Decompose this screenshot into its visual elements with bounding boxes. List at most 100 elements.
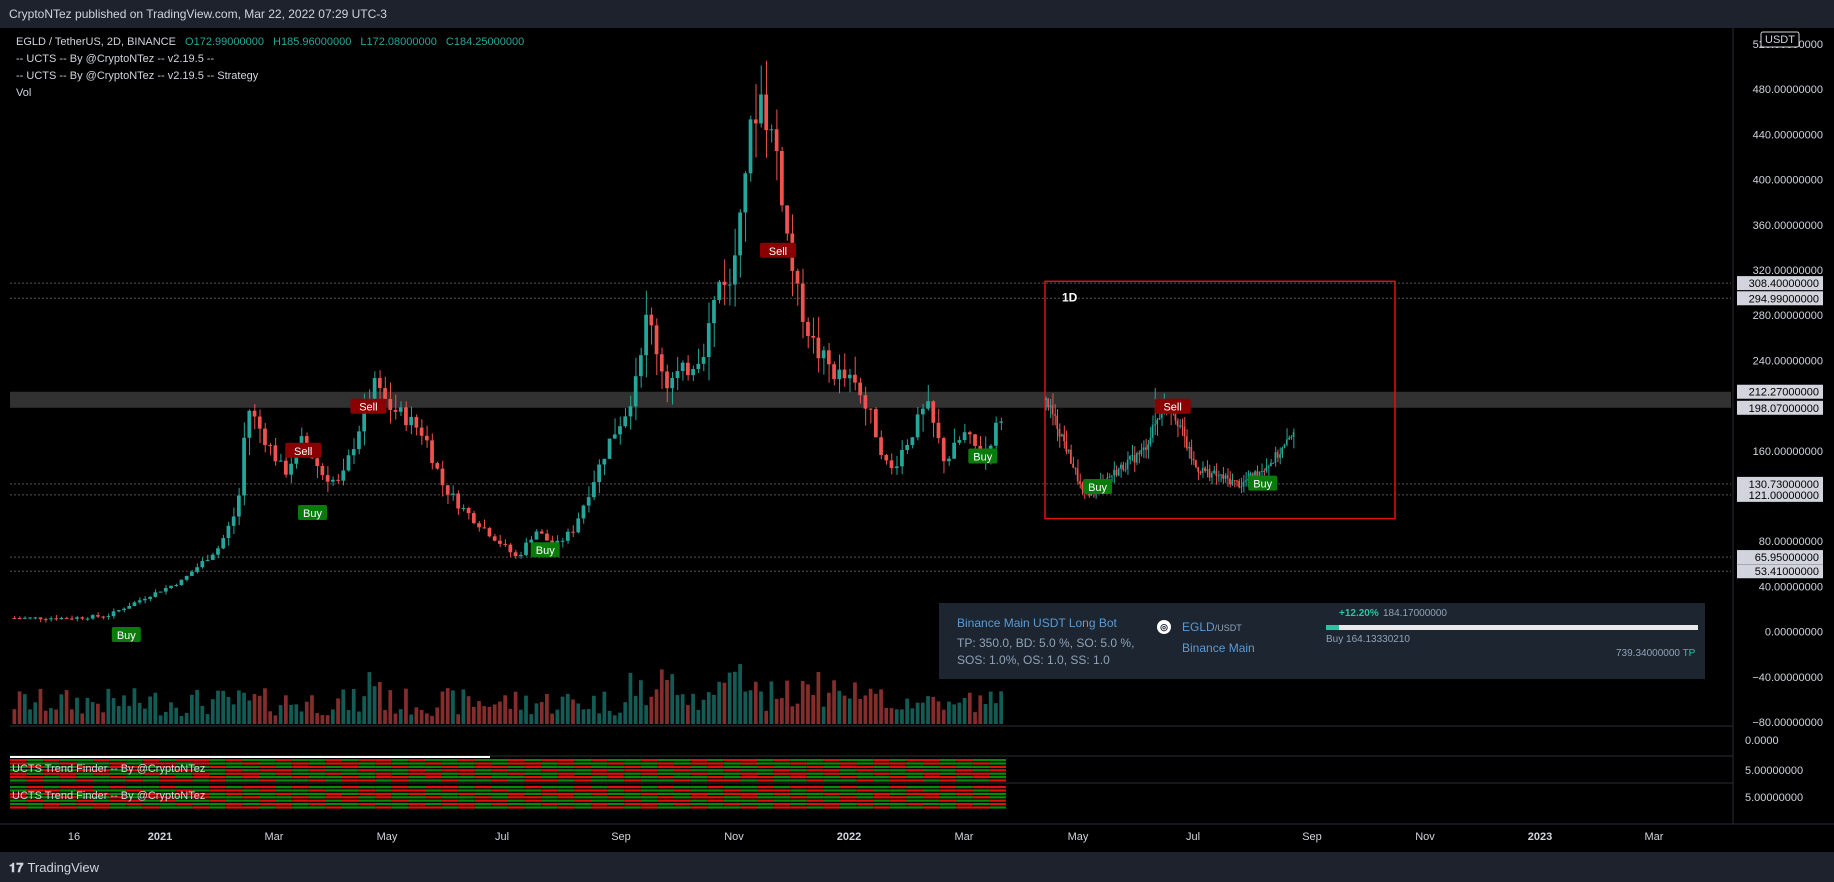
trend-cell — [674, 786, 691, 789]
trend-cell — [491, 789, 508, 792]
trend-cell — [508, 792, 525, 795]
indicator-3[interactable]: Vol — [16, 87, 32, 99]
inset-candle-body — [1183, 426, 1186, 437]
sell-signal-bg — [759, 242, 796, 258]
trend-cell — [674, 765, 691, 768]
volume-bar — [967, 692, 972, 724]
trend-cell — [840, 806, 857, 809]
inset-candle-body — [1206, 469, 1209, 471]
trend-cell — [723, 759, 741, 762]
trend-cell — [557, 776, 575, 779]
trend-cell — [425, 762, 442, 765]
trend-cell — [873, 769, 890, 772]
candle-body — [80, 617, 85, 619]
price-badge-bg — [1737, 487, 1823, 502]
trend-cell — [458, 806, 475, 809]
inset-candle-body — [1201, 467, 1204, 474]
trend-cell — [541, 806, 558, 809]
trend-cell — [126, 792, 143, 795]
trend-cell — [956, 806, 973, 809]
candle-body — [759, 94, 763, 124]
trend-cell — [342, 772, 359, 775]
trend-cell — [591, 803, 608, 806]
candle-body — [304, 436, 309, 447]
trend-cell — [209, 786, 226, 789]
trend-cell — [458, 772, 475, 775]
trend-cell — [342, 776, 359, 779]
candle-body — [424, 435, 429, 441]
indicator-2[interactable]: -- UCTS -- By @CryptoNTez -- v2.19.5 -- … — [16, 70, 259, 82]
trend-cell — [425, 769, 442, 772]
candle-body — [957, 440, 962, 443]
price-chart[interactable]: 520.00000000480.00000000440.00000000400.… — [0, 28, 1834, 852]
trend-cell — [773, 776, 791, 779]
volume-bar — [602, 691, 607, 724]
trend-cell — [76, 792, 93, 795]
candle-body — [127, 606, 132, 609]
trend-cell — [275, 792, 293, 795]
candle-body — [680, 362, 685, 372]
candle-body — [560, 540, 565, 542]
trend-cell — [259, 799, 276, 802]
trend-cell — [757, 776, 774, 779]
indicator-1[interactable]: -- UCTS -- By @CryptoNTez -- v2.19.5 -- — [16, 53, 215, 65]
trend-cell — [109, 806, 127, 809]
trend-cell — [441, 769, 459, 772]
trend-cell — [640, 799, 658, 802]
volume-bar — [325, 715, 330, 724]
trend-cell — [723, 779, 741, 782]
trend-cell — [607, 765, 625, 768]
inset-candle-body — [1072, 463, 1074, 468]
candle-body — [988, 445, 993, 451]
volume-bar — [565, 693, 570, 724]
inset-buy-signal-bg — [1083, 478, 1113, 494]
trend-cell — [375, 799, 392, 802]
candle-body — [283, 460, 288, 475]
inset-candle-body — [1213, 470, 1215, 473]
trend-cell — [790, 769, 807, 772]
inset-candle-body — [1199, 471, 1202, 474]
candle-body — [357, 431, 361, 450]
trend-cell — [93, 765, 110, 768]
volume-bar — [639, 680, 643, 724]
symbol-line[interactable]: EGLD / TetherUS, 2D, BINANCE O172.990000… — [16, 34, 524, 51]
candle-body — [330, 479, 335, 482]
trend-cell — [109, 772, 127, 775]
trend-cell — [790, 779, 807, 782]
trend-cell — [10, 806, 27, 809]
trend-cell — [889, 796, 907, 799]
candle-body — [190, 571, 194, 576]
volume-bar — [873, 693, 878, 724]
candle-body — [618, 426, 622, 435]
trend-cell — [358, 776, 376, 779]
candle-body — [764, 94, 769, 131]
candle-body — [952, 442, 957, 459]
tradingview-logo[interactable]: 𝟏𝟕 TradingView — [9, 860, 99, 876]
trend-cell — [209, 759, 226, 762]
trend-cell — [375, 769, 392, 772]
trend-cell — [76, 779, 93, 782]
trend-cell — [159, 792, 176, 795]
trend-cell — [408, 799, 425, 802]
trend-cell — [425, 803, 442, 806]
bot-panel[interactable]: Binance Main USDT Long Bot TP: 350.0, BD… — [939, 603, 1705, 679]
volume-bar — [456, 714, 461, 724]
inset-candle-body — [1160, 413, 1163, 418]
trend-cell — [43, 762, 60, 765]
trend-cell — [391, 796, 409, 799]
trend-cell — [26, 769, 44, 772]
candle-body — [143, 598, 147, 601]
trend-cell — [408, 776, 425, 779]
candle-body — [440, 468, 445, 486]
volume-bar — [351, 688, 356, 724]
trend-cell — [59, 803, 77, 806]
trend-cell — [723, 772, 741, 775]
volume-bar — [38, 688, 43, 724]
candle-body — [111, 611, 116, 617]
trend-cell — [906, 806, 923, 809]
trend-cell — [557, 772, 575, 775]
candle-body — [461, 507, 466, 509]
volume-axis-label: 0.0000 — [1745, 735, 1779, 747]
trend-cell — [375, 803, 392, 806]
inset-candle-body — [1229, 478, 1231, 485]
